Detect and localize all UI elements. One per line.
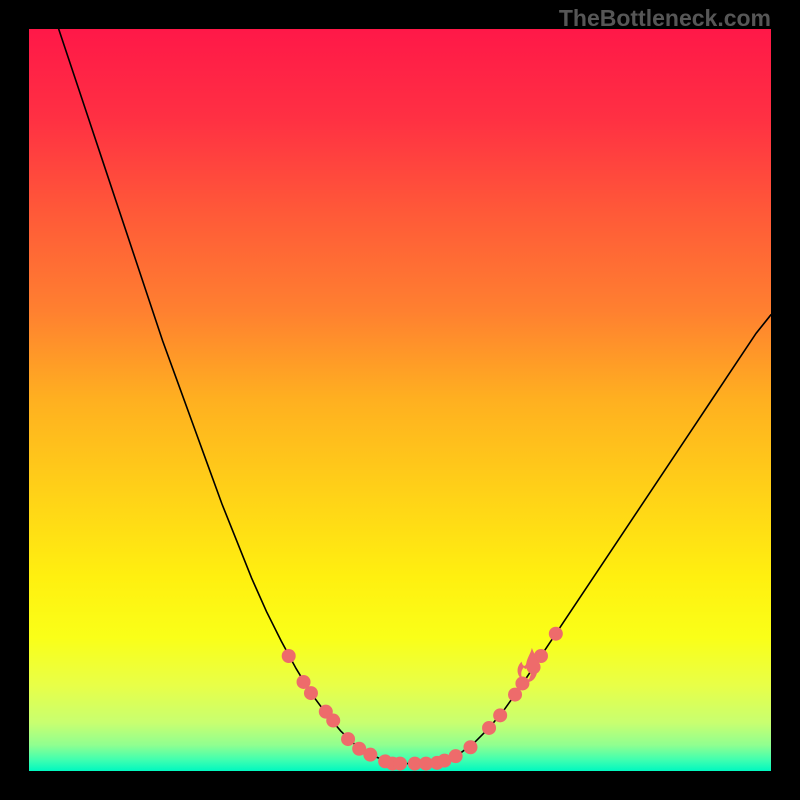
data-marker [363, 748, 377, 762]
data-marker [449, 749, 463, 763]
data-marker [493, 708, 507, 722]
data-marker [549, 627, 563, 641]
data-marker [326, 714, 340, 728]
watermark-text: TheBottleneck.com [559, 5, 771, 32]
data-marker [304, 686, 318, 700]
data-marker [393, 757, 407, 771]
data-marker [341, 732, 355, 746]
data-marker [463, 740, 477, 754]
chart-plot-area [29, 29, 771, 771]
data-marker [482, 721, 496, 735]
chart-svg [29, 29, 771, 771]
chart-background-gradient [29, 29, 771, 771]
data-marker [282, 649, 296, 663]
